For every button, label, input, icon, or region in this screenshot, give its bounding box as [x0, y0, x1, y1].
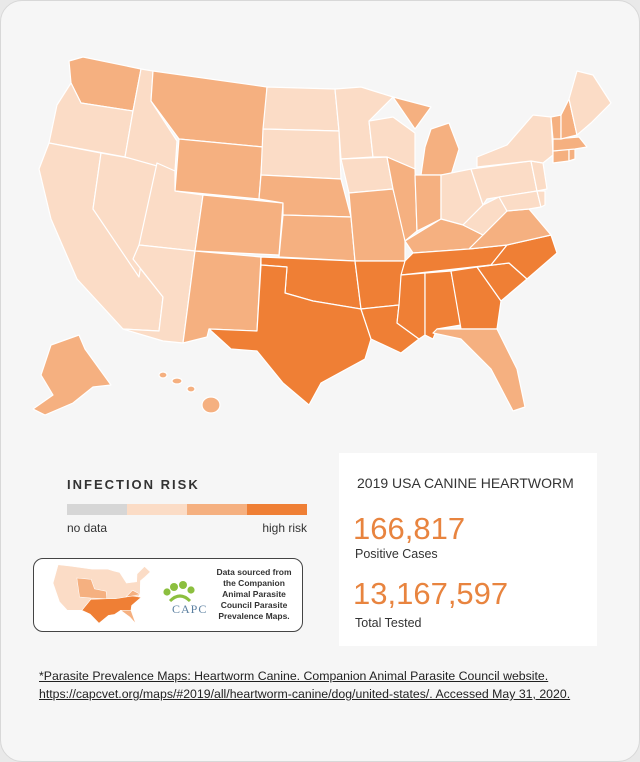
state-florida[interactable]: [432, 328, 526, 412]
legend-swatch-level2: [187, 504, 247, 515]
legend-swatch-level1: [127, 504, 187, 515]
stats-title: 2019 USA CANINE HEARTWORM: [357, 475, 574, 491]
state-texas[interactable]: [208, 264, 372, 406]
state-georgia[interactable]: [450, 266, 502, 330]
positive-cases-value: 166,817: [353, 511, 466, 546]
us-map-svg: [32, 56, 612, 416]
state-massachusetts[interactable]: [552, 136, 588, 152]
legend-color-scale: [67, 504, 307, 515]
citation-footnote: *Parasite Prevalence Maps: Heartworm Can…: [39, 667, 619, 703]
state-north-dakota[interactable]: [262, 86, 340, 132]
state-rhode-island[interactable]: [568, 148, 576, 162]
state-wyoming[interactable]: [174, 138, 264, 200]
state-vermont[interactable]: [550, 114, 562, 140]
state-south-dakota[interactable]: [260, 128, 342, 180]
legend-label-high-risk: high risk: [262, 521, 307, 535]
state-kansas[interactable]: [278, 214, 356, 262]
state-arkansas[interactable]: [354, 260, 406, 310]
state-illinois[interactable]: [386, 156, 418, 242]
state-iowa[interactable]: [340, 156, 394, 194]
total-tested-value: 13,167,597: [353, 576, 509, 611]
legend-swatch-no-data: [67, 504, 127, 515]
legend-swatch-level3: [247, 504, 307, 515]
state-maryland[interactable]: [498, 190, 542, 212]
legend-label-no-data: no data: [67, 521, 108, 535]
legend-labels: no data high risk: [67, 521, 307, 535]
capc-source-box: CAPC Data sourced from the Companion Ani…: [33, 558, 303, 632]
state-colorado[interactable]: [194, 194, 284, 256]
us-heartworm-map: [21, 39, 621, 439]
heartworm-stats-panel: 2019 USA CANINE HEARTWORM 166,817 Positi…: [339, 453, 597, 646]
state-new-york[interactable]: [476, 114, 554, 168]
positive-cases-label: Positive Cases: [355, 547, 438, 561]
mini-us-map: [52, 564, 151, 624]
citation-link[interactable]: https://capcvet.org/maps/#2019/all/heart…: [39, 687, 571, 701]
legend-title: INFECTION RISK: [67, 477, 200, 492]
source-attribution-text: Data sourced from the Companion Animal P…: [216, 567, 292, 621]
state-alaska[interactable]: [32, 334, 112, 416]
citation-line-1: *Parasite Prevalence Maps: Heartworm Can…: [39, 669, 549, 683]
state-delaware[interactable]: [536, 190, 546, 208]
capc-paw-icon: [163, 581, 195, 603]
capc-logo-text: CAPC: [172, 602, 208, 616]
state-maine[interactable]: [568, 70, 612, 136]
total-tested-label: Total Tested: [355, 616, 422, 630]
infection-risk-legend: INFECTION RISK no data high risk: [67, 477, 307, 535]
state-hawaii[interactable]: [158, 371, 221, 414]
